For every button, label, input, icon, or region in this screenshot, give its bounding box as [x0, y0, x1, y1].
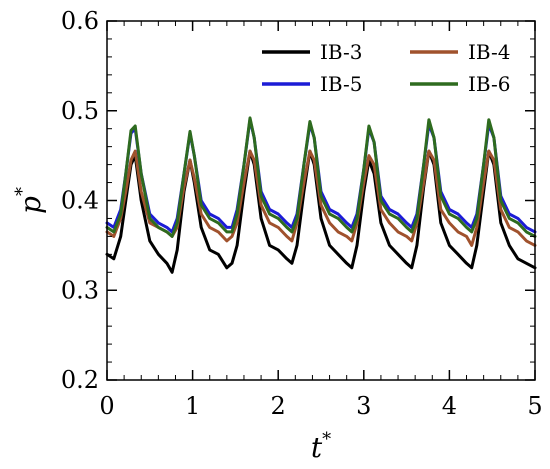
legend-label: IB-5: [320, 72, 362, 96]
legend-label: IB-6: [468, 72, 510, 96]
x-tick-label: 0: [99, 392, 114, 420]
legend: IB-3 IB-4 IB-5 IB-6: [262, 40, 510, 96]
x-tick-label: 1: [185, 392, 200, 420]
y-tick-label: 0.4: [61, 187, 99, 215]
y-tick-label: 0.6: [61, 7, 99, 35]
x-axis-label: t*: [311, 429, 331, 464]
y-axis-label-superscript: *: [12, 187, 33, 196]
y-tick-label: 0.3: [61, 276, 99, 304]
legend-entry-ib-3: IB-3: [262, 40, 362, 64]
series-layer: [105, 116, 537, 274]
legend-label: IB-3: [320, 40, 362, 64]
x-tick-label: 5: [527, 392, 542, 420]
x-axis-label-superscript: *: [322, 429, 331, 450]
legend-entry-ib-6: IB-6: [410, 72, 510, 96]
x-tick-label: 3: [356, 392, 371, 420]
y-axis-label-text: p: [14, 196, 47, 214]
series-line-ib-6: [105, 116, 537, 238]
legend-entry-ib-4: IB-4: [410, 40, 510, 64]
ticks-layer: 0 1 2 3 4 5 0.2 0.3 0.4 0.5 0.6: [61, 7, 543, 420]
legend-label: IB-4: [468, 40, 510, 64]
y-axis-label: p*: [12, 187, 47, 214]
legend-entry-ib-5: IB-5: [262, 72, 362, 96]
x-axis-label-text: t: [311, 431, 323, 464]
series-line-ib-3: [105, 149, 537, 274]
axis-labels: t* p*: [12, 187, 331, 464]
x-tick-label: 4: [442, 392, 457, 420]
y-tick-label: 0.2: [61, 366, 99, 394]
x-tick-label: 2: [271, 392, 286, 420]
y-tick-label: 0.5: [61, 97, 99, 125]
